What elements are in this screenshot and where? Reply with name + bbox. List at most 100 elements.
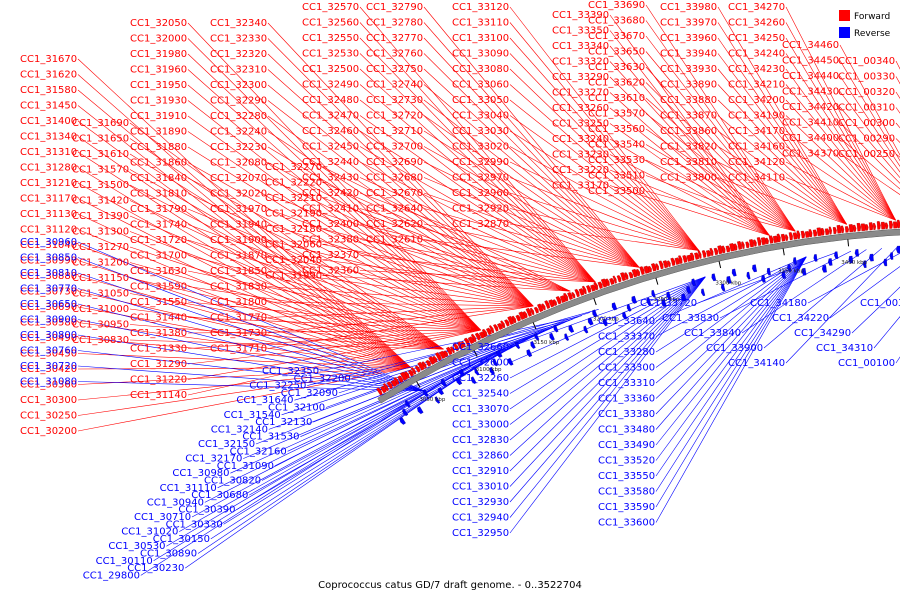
reverse-leader-line — [191, 352, 496, 518]
scale-tick-label: 3400 kbp — [841, 260, 867, 266]
forward-leader-line — [359, 53, 596, 283]
forward-gene-label: CC1_33620 — [588, 78, 645, 89]
forward-gene-label: CC1_33670 — [588, 31, 645, 42]
forward-feature — [449, 346, 455, 354]
reverse-gene-label: CC1_30530 — [108, 541, 165, 552]
forward-leader-line — [187, 329, 481, 334]
reverse-leader-line — [509, 276, 706, 487]
forward-leader-line — [267, 286, 534, 307]
reverse-leader-line — [655, 256, 807, 322]
forward-feature — [488, 325, 495, 334]
forward-leader-line — [187, 329, 481, 380]
reverse-leader-line — [77, 303, 425, 392]
forward-gene-label: CC1_32770 — [366, 33, 423, 44]
forward-leader-line — [187, 193, 481, 331]
forward-feature — [780, 233, 786, 242]
reverse-gene-label: CC1_31090 — [217, 461, 274, 472]
forward-leader-line — [717, 130, 847, 225]
forward-leader-line — [509, 146, 700, 251]
forward-leader-line — [129, 293, 444, 350]
reverse-leader-line — [851, 286, 900, 334]
reverse-leader-line — [509, 276, 706, 441]
reverse-leader-line — [179, 356, 488, 532]
reverse-leader-line — [77, 381, 425, 392]
forward-leader-line — [129, 339, 444, 350]
forward-leader-line — [267, 305, 534, 349]
gene-labels: CC1_31670 CC1_31620 CC1_31580 CC1_31450 CC1_… — [20, 0, 900, 581]
reverse-gene-label: CC1_32100 — [268, 403, 325, 414]
forward-feature — [635, 269, 641, 277]
forward-gene-label: CC1_32780 — [366, 18, 423, 29]
forward-leader-line — [717, 115, 847, 225]
forward-gene-label: CC1_33650 — [588, 47, 645, 58]
forward-gene-label: CC1_31900 — [210, 235, 267, 246]
forward-leader-line — [129, 184, 444, 350]
forward-gene-label: CC1_32300 — [210, 80, 267, 91]
forward-gene-label: CC1_31620 — [20, 70, 77, 81]
forward-gene-label: CC1_31830 — [210, 282, 267, 293]
forward-feature — [868, 222, 874, 231]
forward-feature — [590, 284, 596, 292]
reverse-leader-line — [230, 341, 520, 474]
forward-leader-line — [359, 177, 596, 283]
forward-leader-line — [187, 22, 482, 331]
reverse-leader-line — [873, 316, 900, 349]
forward-leader-line — [645, 35, 796, 232]
reverse-feature — [515, 341, 521, 349]
forward-leader-line — [187, 286, 481, 331]
forward-leader-line — [77, 367, 411, 416]
forward-leader-line — [187, 329, 481, 396]
forward-gene-label: CC1_33860 — [660, 126, 717, 137]
forward-leader-line — [359, 223, 596, 283]
forward-feature — [552, 299, 557, 306]
forward-gene-label: CC1_33350 — [552, 26, 609, 37]
forward-gene-label: CC1_30880 — [20, 271, 77, 282]
forward-gene-label: CC1_32750 — [366, 64, 423, 75]
forward-gene-label: CC1_32400 — [302, 219, 359, 230]
forward-leader-line — [129, 200, 444, 350]
forward-leader-line — [717, 22, 847, 225]
forward-leader-line — [77, 182, 411, 368]
forward-feature — [463, 337, 470, 346]
reverse-gene-label: CC1_30940 — [147, 497, 204, 508]
forward-gene-label: CC1_31910 — [130, 111, 187, 122]
forward-leader-line — [423, 68, 640, 268]
forward-gene-label: CC1_34400 — [782, 133, 839, 144]
forward-leader-line — [509, 208, 699, 251]
forward-gene-label: CC1_34240 — [728, 49, 785, 60]
reverse-gene-label: CC1_34220 — [772, 313, 829, 324]
forward-leader-line — [423, 146, 640, 268]
forward-gene-label: CC1_32440 — [302, 157, 359, 168]
forward-leader-line — [77, 105, 411, 368]
forward-gene-label: CC1_32960 — [452, 188, 509, 199]
forward-gene-label: CC1_34410 — [782, 118, 839, 129]
forward-gene-label: CC1_30420 — [20, 364, 77, 375]
reverse-leader-line — [77, 334, 425, 392]
reverse-gene-label: CC1_31080 — [20, 377, 77, 388]
forward-gene-label: CC1_32610 — [366, 235, 423, 246]
forward-gene-label: CC1_31550 — [130, 297, 187, 308]
forward-leader-line — [77, 89, 411, 368]
forward-leader-line — [77, 120, 411, 368]
reverse-gene-label: CC1_31540 — [224, 410, 281, 421]
forward-gene-label: CC1_31700 — [130, 251, 187, 262]
reverse-feature — [459, 368, 466, 377]
reverse-gene-label: CC1_31530 — [242, 432, 299, 443]
forward-gene-label: CC1_33500 — [588, 186, 645, 197]
forward-gene-label: CC1_33110 — [452, 18, 509, 29]
forward-feature — [460, 341, 466, 348]
forward-leader-line — [267, 53, 534, 307]
reverse-gene-label: CC1_33300 — [598, 363, 655, 374]
forward-gene-label: CC1_31670 — [20, 54, 77, 65]
forward-gene-label: CC1_31040 — [20, 240, 77, 251]
forward-gene-label: CC1_31140 — [130, 390, 187, 401]
forward-gene-label: CC1_31850 — [210, 266, 267, 277]
forward-gene-label: CC1_33230 — [552, 150, 609, 161]
reverse-leader-line — [509, 276, 706, 425]
forward-leader-line — [187, 255, 481, 331]
forward-gene-label: CC1_31610 — [72, 149, 129, 160]
forward-leader-line — [359, 254, 596, 283]
forward-gene-label: CC1_31220 — [130, 375, 187, 386]
forward-gene-label: CC1_33220 — [552, 165, 609, 176]
